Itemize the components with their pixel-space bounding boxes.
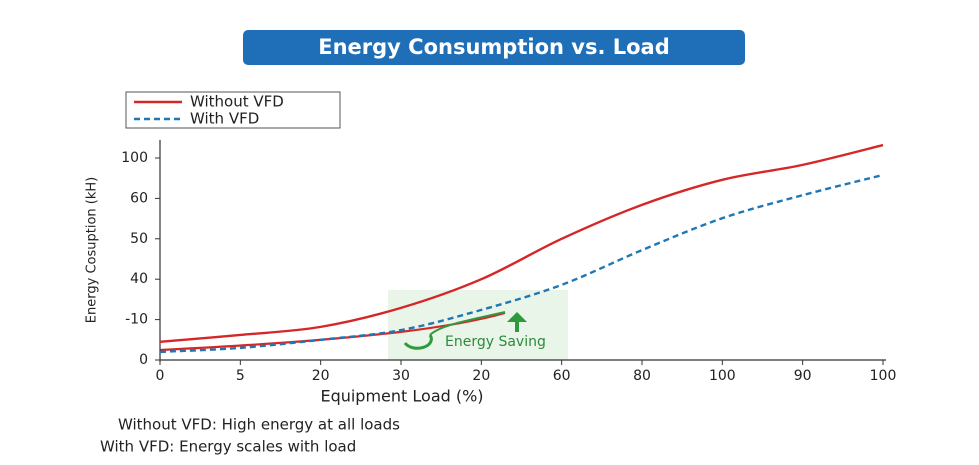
x-tick-label: 5: [236, 368, 245, 384]
legend-label: With VFD: [190, 110, 259, 128]
x-tick-label: 60: [553, 368, 571, 384]
legend-box: [125, 91, 341, 129]
saving-arrow: [507, 312, 527, 332]
x-tick-label: 0: [156, 368, 165, 384]
y-tick-label: 0: [139, 352, 148, 368]
leaf-icon: [403, 334, 433, 350]
x-tick-label: 100: [709, 368, 736, 384]
y-axis-label: Energy Cosuption (kH): [85, 177, 100, 323]
y-tick-label: -10: [125, 312, 148, 328]
note: With VFD: Energy scales with load: [100, 438, 356, 456]
x-axis-label: Equipment Load (%): [320, 387, 483, 406]
x-tick-label: 90: [794, 368, 812, 384]
saving-swoosh: [429, 311, 506, 336]
x-tick-label: 20: [312, 368, 330, 384]
y-tick-label: 50: [130, 231, 148, 247]
x-tick-label: 20: [472, 368, 490, 384]
title-pill: [243, 30, 745, 65]
chart-title: Energy Consumption vs. Load: [318, 35, 670, 59]
note: Without VFD: High energy at all loads: [118, 416, 400, 434]
x-tick-label: 100: [870, 368, 897, 384]
x-tick-label: 30: [392, 368, 410, 384]
legend-label: Without VFD: [190, 93, 284, 111]
x-tick-label: 80: [633, 368, 651, 384]
series-line: [159, 143, 884, 344]
y-tick-label: 100: [121, 150, 148, 166]
series-line: [159, 173, 884, 354]
y-tick-label: 40: [130, 271, 148, 287]
y-tick-label: 60: [130, 190, 148, 206]
annotation: Energy Saving: [445, 334, 546, 350]
